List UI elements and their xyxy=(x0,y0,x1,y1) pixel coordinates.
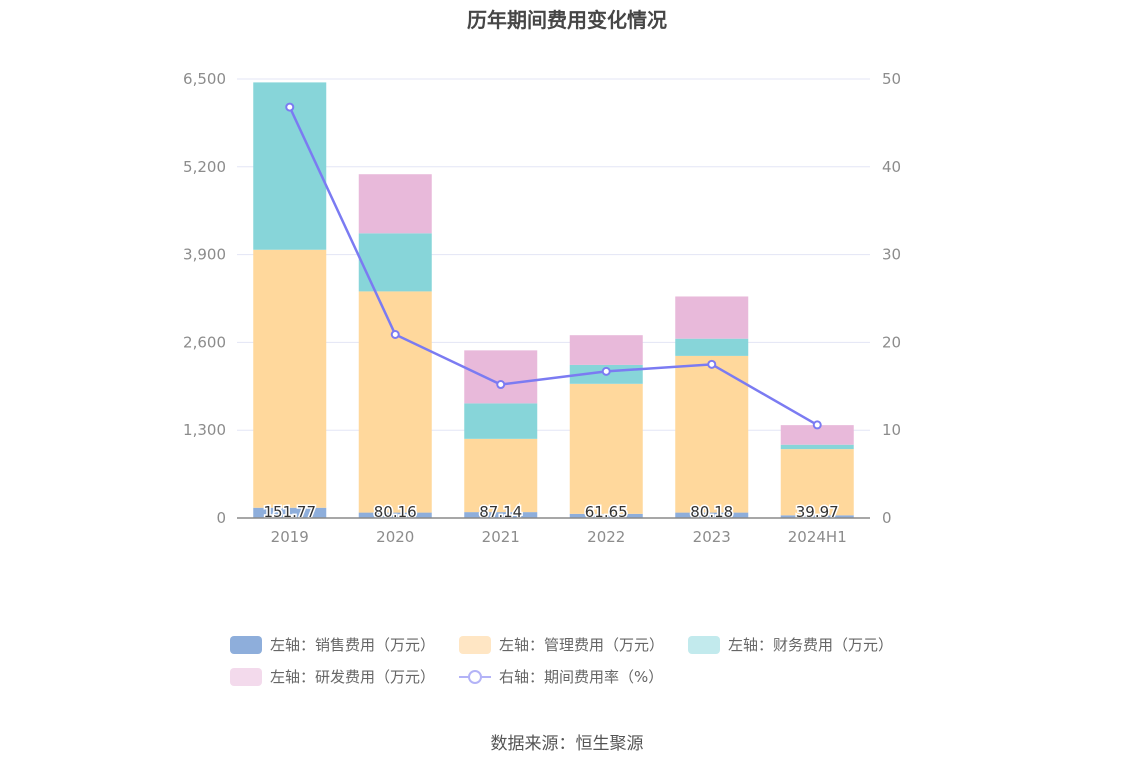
legend-item-admin[interactable]: 左轴：管理费用（万元） xyxy=(459,634,664,655)
left-axis-tick-label: 5,200 xyxy=(183,158,226,176)
legend-swatch-finance xyxy=(688,635,720,654)
rate-point xyxy=(496,380,506,390)
legend-label-finance: 左轴：财务费用（万元） xyxy=(728,636,894,654)
legend-swatch-admin xyxy=(459,635,491,654)
bar-segment-finance xyxy=(464,403,538,439)
legend-item-rnd[interactable]: 左轴：研发费用（万元） xyxy=(230,666,435,687)
rate-point xyxy=(601,366,611,376)
bar-segment-rnd xyxy=(569,335,643,365)
legend-item-rate[interactable]: 右轴：期间费用率（%） xyxy=(459,666,663,687)
right-axis-tick-label: 20 xyxy=(882,333,901,351)
bar-segment-rnd xyxy=(780,425,854,445)
legend-label-sales: 左轴：销售费用（万元） xyxy=(270,636,436,654)
right-axis-tick-label: 0 xyxy=(882,509,892,527)
x-axis-tick-label: 2021 xyxy=(482,528,520,546)
legend-swatch-rate xyxy=(459,668,491,686)
bar-segment-sales xyxy=(675,512,749,518)
rate-point xyxy=(707,359,717,369)
bar-segment-admin xyxy=(675,355,749,513)
rate-point xyxy=(812,420,822,430)
bar-segment-admin xyxy=(358,291,432,513)
bar-series xyxy=(253,82,854,518)
x-axis-tick-label: 2019 xyxy=(271,528,309,546)
bar-segment-admin xyxy=(569,383,643,514)
bar-segment-sales xyxy=(464,512,538,518)
left-axis-tick-label: 0 xyxy=(216,509,226,527)
legend-swatch-sales xyxy=(230,635,262,654)
right-axis-tick-label: 50 xyxy=(882,70,901,88)
legend-item-sales[interactable]: 左轴：销售费用（万元） xyxy=(230,634,435,655)
left-axis-tick-label: 6,500 xyxy=(183,70,226,88)
bar-segment-sales xyxy=(358,512,432,518)
bar-segment-rnd xyxy=(358,174,432,234)
bar-segment-finance xyxy=(675,338,749,356)
bar-segment-admin xyxy=(464,438,538,513)
bar-segment-rnd xyxy=(464,350,538,404)
legend-label-admin: 左轴：管理费用（万元） xyxy=(499,636,665,654)
left-axis-tick-label: 3,900 xyxy=(183,246,226,264)
axes: 0 1,300 2,600 3,900 5,200 6,500 0 10 20 30 40 50 201… xyxy=(183,70,901,546)
x-axis-tick-label: 2023 xyxy=(693,528,731,546)
rate-point xyxy=(390,329,400,339)
legend-label-rnd: 左轴：研发费用（万元） xyxy=(270,668,436,686)
legend-label-rate: 右轴：期间费用率（%） xyxy=(499,668,664,686)
x-axis-tick-label: 2020 xyxy=(376,528,414,546)
data-source-note: 数据来源：恒生聚源 xyxy=(490,734,644,754)
bar-segment-finance xyxy=(780,444,854,450)
legend-item-finance[interactable]: 左轴：财务费用（万元） xyxy=(688,634,893,655)
bar-segment-sales xyxy=(253,507,327,518)
bar-segment-admin xyxy=(780,449,854,516)
bar-segment-sales xyxy=(569,513,643,518)
chart-canvas: 151.77 80.16 87.14 61.65 80.18 39.97 01,3002,… xyxy=(183,70,901,546)
rate-line xyxy=(288,106,818,427)
legend-swatch-rnd xyxy=(230,667,262,686)
left-axis-tick-label: 2,600 xyxy=(183,333,226,351)
right-axis-tick-label: 10 xyxy=(882,421,901,439)
right-axis-tick-label: 30 xyxy=(882,246,901,264)
chart-title: 历年期间费用变化情况 xyxy=(467,8,667,32)
bar-segment-admin xyxy=(253,249,327,508)
bar-segment-rnd xyxy=(675,296,749,339)
bar-segment-sales xyxy=(780,515,854,518)
left-axis-tick-label: 1,300 xyxy=(183,421,226,439)
rate-line-series xyxy=(285,102,822,430)
x-axis-tick-label: 2022 xyxy=(587,528,625,546)
grid-lines xyxy=(237,78,870,431)
x-axis-tick-label: 2024H1 xyxy=(788,528,847,546)
rate-point xyxy=(285,102,295,112)
bar-segment-finance xyxy=(358,233,432,292)
right-axis-tick-label: 40 xyxy=(882,158,901,176)
